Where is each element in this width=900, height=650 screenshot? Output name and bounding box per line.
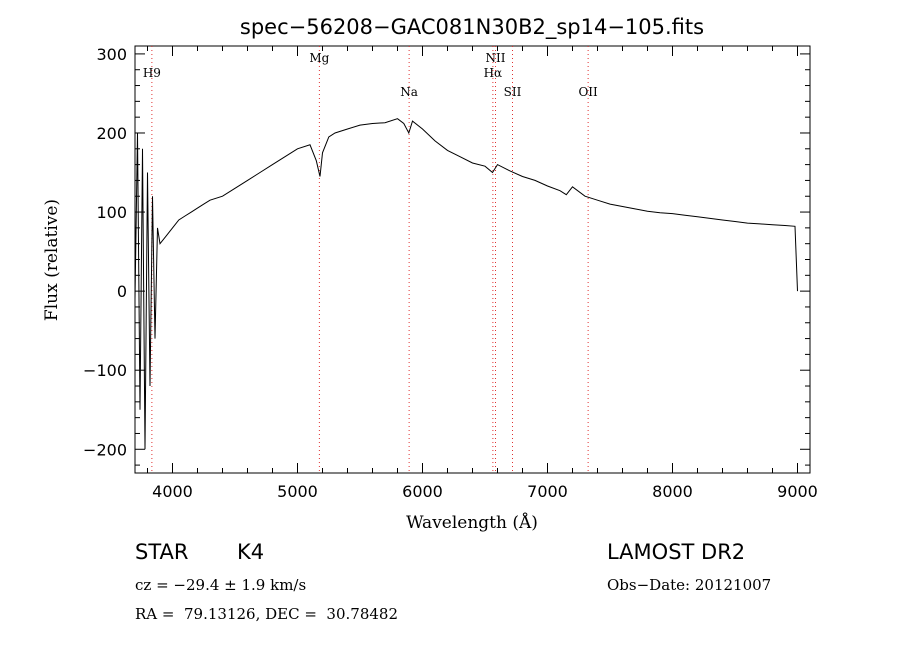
y-tick-label: 200	[96, 124, 127, 143]
y-tick-label: 100	[96, 203, 127, 222]
x-tick-label: 9000	[777, 482, 818, 501]
redshift-readout: cz = −29.4 ± 1.9 km/s	[135, 576, 307, 594]
y-tick-label: −200	[83, 440, 127, 459]
line-label: SII	[504, 85, 522, 99]
x-axis-label: Wavelength (Å)	[406, 512, 538, 533]
coordinates: RA = 79.13126, DEC = 30.78482	[135, 605, 399, 623]
line-label: NII	[486, 51, 506, 65]
x-axis: 4000 5000 6000 7000 8000 9000	[147, 46, 818, 501]
x-tick-label: 7000	[527, 482, 568, 501]
subclass: K4	[237, 540, 265, 564]
line-label: Na	[400, 85, 418, 99]
obs-date: Obs−Date: 20121007	[607, 576, 772, 594]
object-class: STAR	[135, 540, 189, 564]
line-label: Mg	[309, 51, 329, 65]
line-label: Hα	[484, 66, 503, 80]
line-label: H9	[143, 66, 161, 80]
y-axis-label: Flux (relative)	[42, 199, 62, 321]
flux-series-line	[134, 118, 798, 450]
y-tick-label: −100	[83, 361, 127, 380]
plot-frame	[134, 45, 811, 474]
x-tick-label: 8000	[652, 482, 693, 501]
y-tick-label: 0	[117, 282, 127, 301]
chart-title: spec−56208−GAC081N30B2_sp14−105.fits	[240, 15, 704, 40]
x-tick-label: 6000	[402, 482, 443, 501]
x-tick-label: 5000	[277, 482, 318, 501]
y-tick-label: 300	[96, 45, 127, 64]
line-label: OII	[578, 85, 598, 99]
x-tick-label: 4000	[152, 482, 193, 501]
survey-name: LAMOST DR2	[607, 540, 746, 564]
y-axis: −200 −100 0 100 200 300	[83, 45, 810, 466]
